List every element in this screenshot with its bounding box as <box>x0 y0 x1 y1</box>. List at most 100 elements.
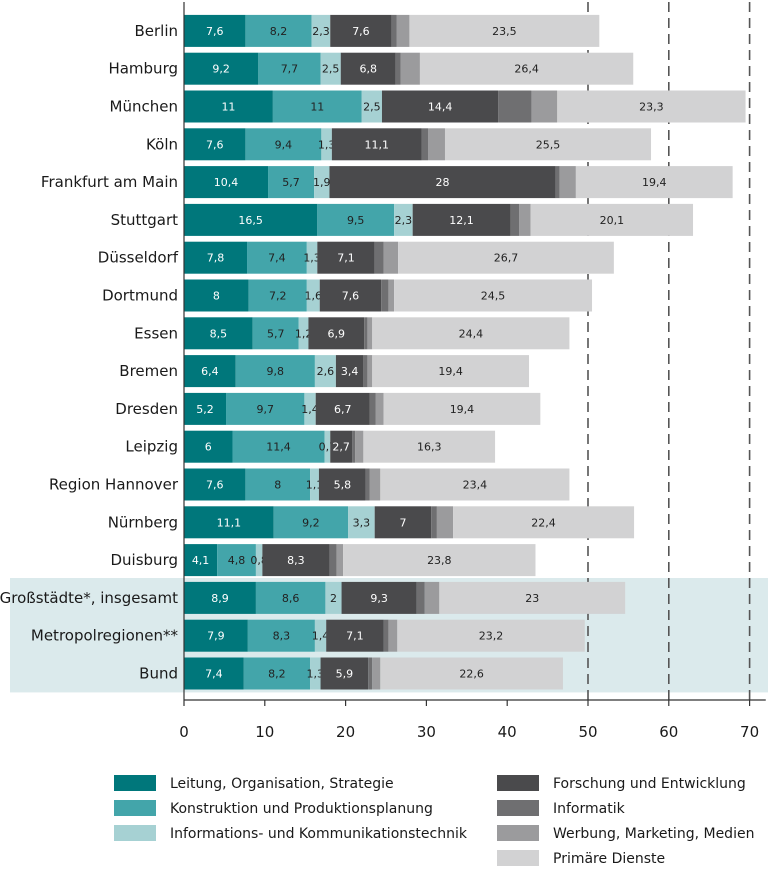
legend-swatch-leitung-organisation-strategie <box>114 775 156 791</box>
bar-segment-stuttgart-informations-und-kommunikationstechnik <box>394 203 413 236</box>
data-label: 28 <box>436 176 450 189</box>
data-label: 7,6 <box>206 25 224 38</box>
data-label: 6 <box>205 441 212 454</box>
data-label: 12,1 <box>449 214 474 227</box>
bar-segment-duisburg-forschung-und-entwicklung <box>262 544 330 577</box>
data-label: 25,5 <box>536 138 561 151</box>
data-label: 2,5 <box>363 101 381 114</box>
bar-segment-koln-forschung-und-entwicklung <box>331 128 422 161</box>
category-label: Nürnberg <box>108 513 178 531</box>
bar-segment-duisburg-informations-und-kommunikationstechnik <box>255 544 263 577</box>
data-label: 26,7 <box>494 252 519 265</box>
bar-segment-duisburg-konstruktion-und-produktionsplanung <box>217 544 256 577</box>
data-label: 23,3 <box>639 101 664 114</box>
bar-segment-bund-primare-dienste <box>380 657 563 690</box>
bar-segment-frankfurt-am-main-forschung-und-entwicklung <box>329 166 556 199</box>
data-label: 1,4 <box>301 403 319 416</box>
data-label: 9,4 <box>275 138 293 151</box>
bar-segment-munchen-informatik <box>498 90 532 123</box>
bar-segment-essen-informations-und-kommunikationstechnik <box>298 317 309 350</box>
data-label: 1,9 <box>313 176 331 189</box>
bar-segment-leipzig-informations-und-kommunikationstechnik <box>324 430 331 463</box>
bar-segment-dresden-informatik <box>369 392 376 425</box>
bar-segment-nurnberg-forschung-und-entwicklung <box>374 506 432 539</box>
bar-segment-dortmund-informations-und-kommunikationstechnik <box>306 279 320 312</box>
data-label: 19,4 <box>438 365 463 378</box>
bar-segment-dresden-werbung-marketing-medien <box>375 392 384 425</box>
data-label: 7,6 <box>342 290 360 303</box>
bar-segment-hamburg-leitung-organisation-strategie <box>184 52 259 85</box>
data-label: 8,3 <box>273 630 291 643</box>
x-tick-label: 50 <box>578 723 597 741</box>
data-label: 7,8 <box>207 252 225 265</box>
bar-segment-grossstadte-insgesamt-forschung-und-entwicklung <box>341 581 417 614</box>
category-label: Metropolregionen** <box>31 627 179 645</box>
data-label: 8,2 <box>270 25 288 38</box>
data-label: 7,6 <box>206 479 224 492</box>
data-label: 6,4 <box>201 365 219 378</box>
bar-segment-metropolregionen-werbung-marketing-medien <box>388 619 398 652</box>
bar-segment-bremen-primare-dienste <box>372 355 530 388</box>
bar-segment-nurnberg-primare-dienste <box>453 506 635 539</box>
bar-segment-munchen-konstruktion-und-produktionsplanung <box>272 90 362 123</box>
x-tick-label: 70 <box>740 723 759 741</box>
data-label: 19,4 <box>642 176 667 189</box>
x-tick-label: 0 <box>179 723 189 741</box>
data-label: 8,6 <box>282 592 300 605</box>
data-label: 6,8 <box>359 63 377 76</box>
legend-swatch-konstruktion-und-produktionsplanung <box>114 800 156 816</box>
legend-label-informatik: Informatik <box>553 801 626 817</box>
category-label: Duisburg <box>111 551 179 569</box>
data-label: 23 <box>525 592 539 605</box>
bar-segment-duisburg-leitung-organisation-strategie <box>184 544 218 577</box>
category-label: Bund <box>139 665 178 683</box>
bar-segment-dusseldorf-werbung-marketing-medien <box>383 241 399 274</box>
data-label: 5,7 <box>282 176 300 189</box>
bar-segment-grossstadte-insgesamt-konstruktion-und-produktionsplanung <box>255 581 326 614</box>
bar-segment-munchen-werbung-marketing-medien <box>531 90 558 123</box>
data-label: 1,3 <box>318 138 336 151</box>
bar-segment-leipzig-forschung-und-entwicklung <box>330 430 353 463</box>
bar-segment-nurnberg-informatik <box>431 506 437 539</box>
bar-segment-metropolregionen-informatik <box>383 619 389 652</box>
bar-segment-dortmund-konstruktion-und-produktionsplanung <box>248 279 307 312</box>
bar-layer: 7,6 8,2 2,3 7,6 23,59,2 7,7 2,5 6,8 26,411 11 2,5 1… <box>184 14 746 690</box>
bar-segment-essen-forschung-und-entwicklung <box>308 317 365 350</box>
data-label: 11,1 <box>217 516 242 529</box>
bar-segment-hamburg-werbung-marketing-medien <box>400 52 420 85</box>
bar-segment-bremen-forschung-und-entwicklung <box>335 355 364 388</box>
data-label: 9,8 <box>267 365 285 378</box>
category-label: Dortmund <box>102 287 178 305</box>
bar-segment-metropolregionen-informations-und-kommunikationstechnik <box>314 619 327 652</box>
bar-segment-leipzig-primare-dienste <box>363 430 496 463</box>
bar-segment-essen-werbung-marketing-medien <box>367 317 373 350</box>
bar-segment-grossstadte-insgesamt-informatik <box>416 581 425 614</box>
bar-segment-dresden-forschung-und-entwicklung <box>315 392 370 425</box>
data-label: 7,2 <box>269 290 287 303</box>
data-label: 5,2 <box>196 403 214 416</box>
bar-segment-dresden-primare-dienste <box>383 392 541 425</box>
bar-segment-hamburg-forschung-und-entwicklung <box>340 52 396 85</box>
bar-segment-koln-leitung-organisation-strategie <box>184 128 246 161</box>
bar-segment-bremen-informatik <box>363 355 368 388</box>
category-label: Düsseldorf <box>98 249 179 267</box>
bar-segment-munchen-forschung-und-entwicklung <box>381 90 499 123</box>
bar-segment-frankfurt-am-main-informations-und-kommunikationstechnik <box>314 166 330 199</box>
category-label: Region Hannover <box>49 476 179 494</box>
data-label: 19,4 <box>450 403 475 416</box>
bar-segment-metropolregionen-forschung-und-entwicklung <box>326 619 384 652</box>
bar-segment-frankfurt-am-main-informatik <box>555 166 560 199</box>
legend-swatch-primare-dienste <box>497 850 539 866</box>
bar-segment-dusseldorf-primare-dienste <box>398 241 614 274</box>
bar-segment-frankfurt-am-main-werbung-marketing-medien <box>559 166 576 199</box>
legend: Leitung, Organisation, Strategie Konstruk… <box>114 775 754 867</box>
category-label: Frankfurt am Main <box>41 173 178 191</box>
category-label: Bremen <box>119 362 178 380</box>
data-label: 8,2 <box>268 668 286 681</box>
bar-segment-nurnberg-konstruktion-und-produktionsplanung <box>273 506 349 539</box>
data-label: 8,5 <box>210 327 228 340</box>
bar-segment-duisburg-informatik <box>329 544 337 577</box>
data-label: 2,7 <box>332 441 350 454</box>
data-label: 9,5 <box>347 214 365 227</box>
data-label: 6,7 <box>334 403 352 416</box>
